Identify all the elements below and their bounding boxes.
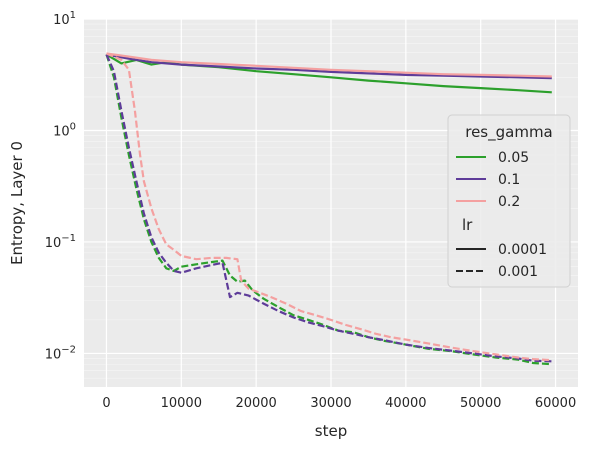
- x-tick-label: 20000: [235, 396, 276, 411]
- series-line-gamma-0.1-lr-0.0001: [106, 53, 552, 80]
- legend-label-0.0001: 0.0001: [498, 242, 547, 258]
- series-lines: [105, 52, 552, 366]
- legend-label-0.001: 0.001: [498, 264, 538, 280]
- x-tick-label: 50000: [460, 396, 501, 411]
- x-tick-label: 40000: [385, 396, 426, 411]
- y-tick-label: 10−1: [45, 233, 76, 251]
- x-tick-label: 60000: [535, 396, 576, 411]
- x-tick-label: 30000: [310, 396, 351, 411]
- legend-style-title: lr: [462, 216, 473, 234]
- legend: res_gamma 0.05 0.1 0.2 lr 0.0001 0.001: [447, 114, 571, 288]
- legend-label-0.1: 0.1: [498, 172, 520, 188]
- series-line-gamma-0.1-lr-0.001: [105, 54, 552, 363]
- legend-hue-title: res_gamma: [465, 123, 553, 142]
- y-tick-label: 101: [53, 10, 76, 28]
- series-line-gamma-0.05-lr-0.0001: [105, 53, 552, 94]
- y-axis-label: Entropy, Layer 0: [8, 141, 26, 265]
- y-tick-label: 100: [53, 121, 76, 139]
- series-line-gamma-0.2-lr-0.0001: [106, 52, 552, 78]
- y-tick-label: 10−2: [45, 344, 76, 362]
- legend-label-0.05: 0.05: [498, 150, 529, 166]
- series-line-gamma-0.2-lr-0.001: [106, 52, 552, 362]
- x-tick-label: 0: [102, 396, 110, 411]
- x-tick-label: 10000: [161, 396, 202, 411]
- x-tick-labels: 0 10000 20000 30000 40000 50000 60000: [102, 396, 576, 411]
- x-axis-label: step: [315, 422, 347, 440]
- y-tick-labels: 10−2 10−1 100 101: [45, 10, 76, 362]
- legend-label-0.2: 0.2: [498, 194, 520, 210]
